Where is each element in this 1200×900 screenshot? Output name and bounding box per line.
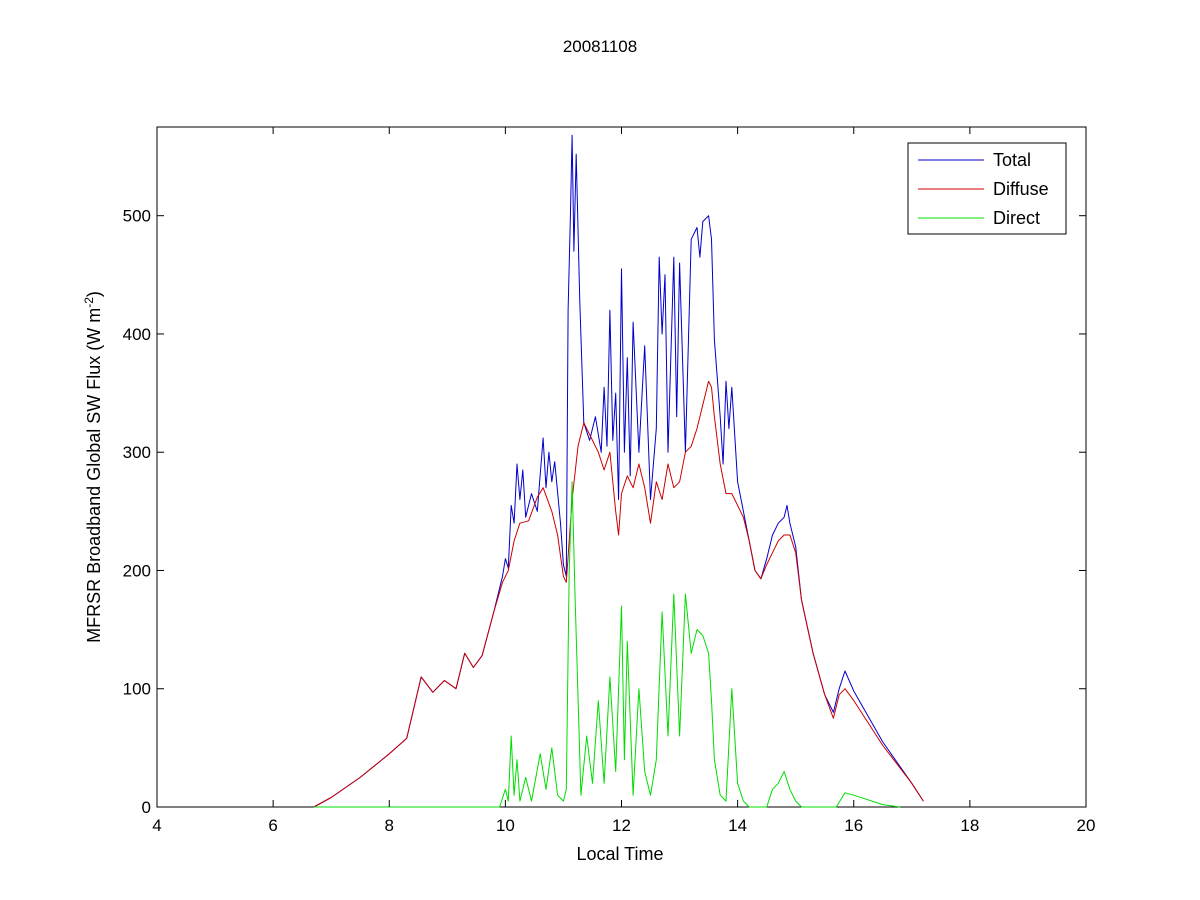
y-tick-label: 0 (142, 798, 151, 817)
y-axis-label-superscript: -2 (82, 297, 96, 308)
x-tick-label: 16 (844, 816, 863, 835)
y-axis-label-close: ) (84, 291, 104, 297)
y-tick-label: 400 (123, 325, 151, 344)
y-axis-label-main: MFRSR Broadband Global SW Flux (W m (84, 308, 104, 643)
x-tick-label: 4 (152, 816, 161, 835)
legend-items: Total Diffuse Direct (918, 150, 1049, 228)
x-axis-label: Local Time (576, 844, 663, 864)
x-tick-label: 6 (268, 816, 277, 835)
y-tick-label: 200 (123, 561, 151, 580)
y-tick-label: 300 (123, 443, 151, 462)
series-line-direct (313, 481, 901, 808)
x-tick-label: 10 (496, 816, 515, 835)
y-axis-label: MFRSR Broadband Global SW Flux (W m-2) (82, 291, 104, 643)
axes-box (156, 126, 1087, 808)
legend-label-total: Total (993, 150, 1031, 170)
series-line-diffuse (313, 380, 924, 808)
x-tick-label: 12 (612, 816, 631, 835)
x-tick-label: 8 (385, 816, 394, 835)
legend: Total Diffuse Direct (907, 142, 1067, 235)
series-line-total (313, 134, 924, 808)
chart-title: 20081108 (563, 37, 637, 56)
series-layer (313, 134, 924, 808)
legend-label-diffuse: Diffuse (993, 179, 1049, 199)
x-tick-label: 18 (960, 816, 979, 835)
y-tick-label: 500 (123, 207, 151, 226)
x-tick-label: 14 (728, 816, 747, 835)
y-tick-label: 100 (123, 680, 151, 699)
legend-label-direct: Direct (993, 208, 1040, 228)
x-tick-label: 20 (1077, 816, 1096, 835)
